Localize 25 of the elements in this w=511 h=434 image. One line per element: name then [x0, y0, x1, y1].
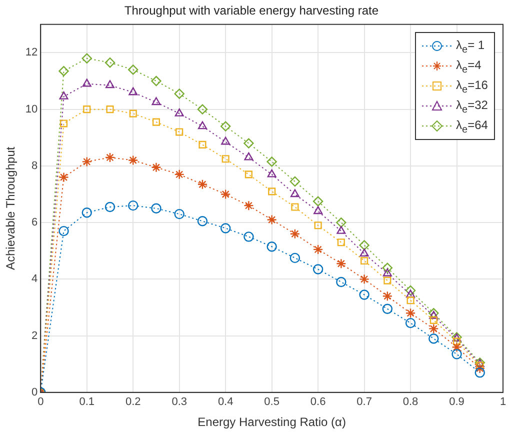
y-tick-label: 12	[25, 46, 38, 59]
legend-label: λ$_{e}$=64	[456, 118, 488, 136]
legend-label: λ$_{e}$=32	[456, 98, 488, 116]
legend-label: λ$_{e}$= 1	[456, 38, 485, 56]
y-axis-title: Achievable Throughput	[4, 146, 18, 270]
y-tick-label: 0	[32, 386, 38, 398]
x-tick-label: 0.1	[79, 396, 95, 408]
x-tick-label: 0.8	[402, 396, 418, 408]
x-tick-label: 0.5	[264, 396, 280, 408]
y-tick-label: 10	[25, 103, 38, 116]
x-tick-label: 0.3	[172, 396, 187, 408]
y-tick-label: 8	[32, 160, 38, 172]
x-tick-label: 0.7	[356, 396, 372, 408]
x-tick-label: 0.2	[125, 396, 141, 408]
x-axis-title: Energy Harvesting Ratio (α)	[198, 415, 346, 430]
x-tick-label: 0.6	[310, 396, 326, 408]
chart-title: Throughput with variable energy harvesting rate	[124, 4, 379, 18]
legend-label: λ$_{e}$=16	[456, 78, 488, 96]
x-tick-label: 1	[500, 396, 506, 408]
y-tick-label: 6	[32, 216, 38, 229]
x-tick-label: 0.9	[449, 396, 464, 408]
y-tick-label: 2	[32, 330, 38, 342]
legend-label: λ$_{e}$=4	[456, 58, 482, 76]
x-tick-label: 0.4	[218, 396, 234, 408]
y-tick-label: 4	[32, 273, 38, 286]
